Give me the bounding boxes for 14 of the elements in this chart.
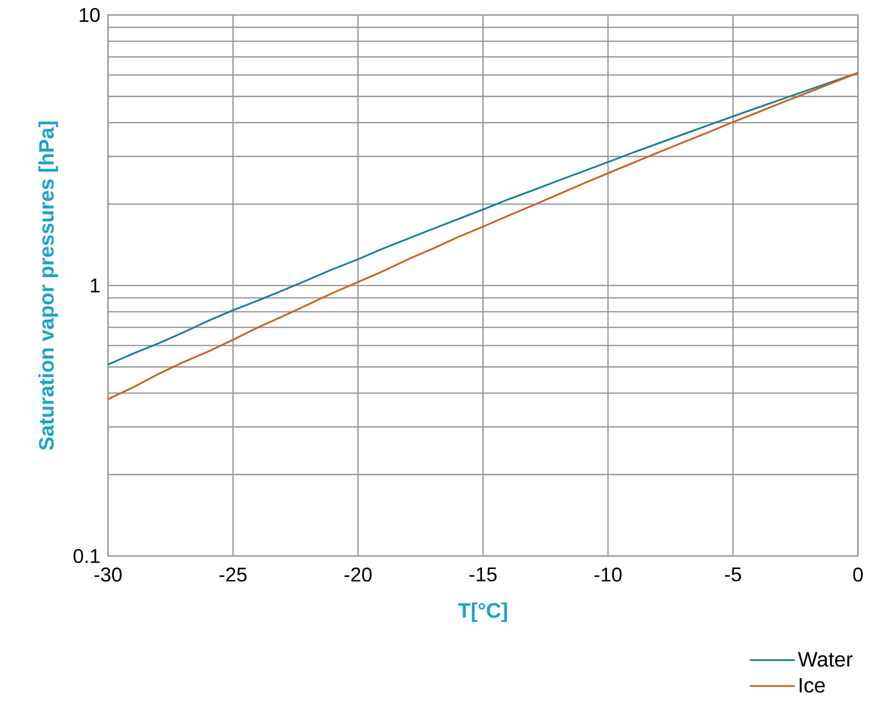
y-tick-label: 10 xyxy=(80,8,100,22)
y-tick-label: 1 xyxy=(90,278,100,292)
x-tick-label: -10 xyxy=(594,568,622,582)
x-tick-label: -5 xyxy=(725,568,742,582)
x-tick-label: -20 xyxy=(344,568,372,582)
legend-label: Ice xyxy=(800,678,825,693)
x-axis-title: T[°C] xyxy=(458,602,507,622)
x-tick-label: 0 xyxy=(853,568,863,582)
x-tick-label: -25 xyxy=(219,568,247,582)
legend-label: Water xyxy=(798,652,852,667)
x-tick-label: -30 xyxy=(94,568,122,582)
x-tick-label: -15 xyxy=(469,568,497,582)
y-tick-label: 0.1 xyxy=(74,548,100,564)
y-axis-title: Saturation vapor pressures [hPa] xyxy=(38,122,58,450)
